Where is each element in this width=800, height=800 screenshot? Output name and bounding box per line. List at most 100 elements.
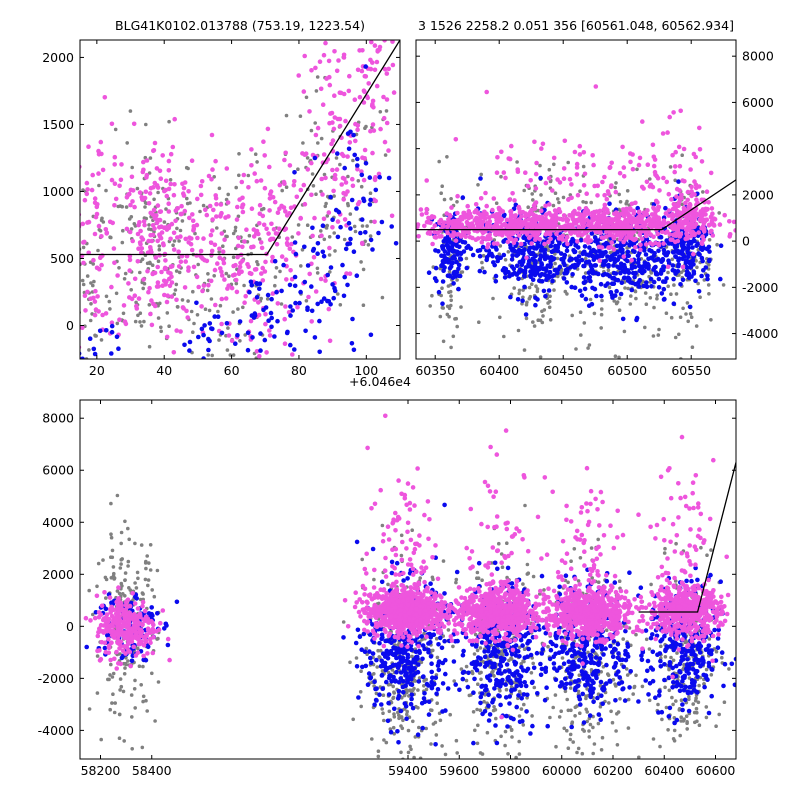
data-point-gray bbox=[503, 258, 508, 262]
data-point-gray bbox=[623, 286, 627, 290]
data-point-magenta bbox=[337, 123, 343, 129]
data-point-blue bbox=[252, 311, 258, 316]
data-point-magenta bbox=[155, 264, 160, 270]
data-point-blue bbox=[602, 271, 608, 277]
data-point-gray bbox=[141, 664, 145, 669]
data-point-blue bbox=[277, 376, 282, 381]
data-point-magenta bbox=[459, 216, 465, 222]
data-point-gray bbox=[137, 664, 142, 668]
data-point-blue bbox=[684, 264, 689, 270]
data-point-gray bbox=[217, 250, 221, 254]
data-point-gray bbox=[224, 234, 228, 239]
data-point-gray bbox=[429, 742, 433, 746]
data-point-magenta bbox=[482, 236, 488, 242]
data-point-blue bbox=[635, 253, 641, 258]
x-tick-label: 60400 bbox=[479, 363, 519, 378]
data-point-magenta bbox=[696, 230, 701, 235]
data-point-gray bbox=[87, 707, 92, 711]
data-point-gray bbox=[109, 501, 113, 506]
data-point-blue bbox=[436, 289, 442, 295]
data-point-blue bbox=[572, 249, 577, 255]
data-point-magenta bbox=[270, 291, 276, 296]
data-point-gray bbox=[113, 127, 118, 132]
data-point-gray bbox=[608, 250, 613, 255]
data-point-gray bbox=[140, 745, 145, 750]
data-point-magenta bbox=[411, 227, 416, 232]
data-point-magenta bbox=[75, 304, 80, 309]
data-point-magenta bbox=[109, 177, 115, 183]
data-point-magenta bbox=[371, 20, 376, 25]
y-tick-label: 0 bbox=[742, 234, 750, 249]
data-point-gray bbox=[707, 263, 711, 267]
data-point-gray bbox=[690, 345, 695, 350]
data-point-gray bbox=[242, 283, 246, 288]
data-point-gray bbox=[418, 576, 423, 580]
data-point-blue bbox=[292, 274, 298, 280]
data-point-gray bbox=[696, 281, 700, 286]
data-point-gray bbox=[406, 728, 411, 733]
data-point-magenta bbox=[208, 278, 214, 284]
data-point-blue bbox=[565, 266, 570, 272]
data-point-gray bbox=[578, 189, 582, 193]
data-point-magenta bbox=[580, 232, 585, 237]
data-point-magenta bbox=[584, 191, 589, 196]
data-point-magenta bbox=[340, 175, 346, 181]
data-point-blue bbox=[348, 129, 353, 135]
data-point-gray bbox=[626, 286, 630, 291]
data-point-gray bbox=[185, 196, 189, 201]
data-point-gray bbox=[174, 282, 179, 287]
data-point-gray bbox=[498, 315, 502, 320]
data-point-magenta bbox=[326, 58, 332, 64]
data-point-blue bbox=[690, 245, 695, 250]
data-point-gray bbox=[231, 310, 235, 314]
data-point-magenta bbox=[569, 182, 574, 187]
data-point-gray bbox=[503, 729, 508, 734]
data-point-gray bbox=[207, 308, 212, 313]
data-point-blue bbox=[606, 262, 611, 268]
data-point-magenta bbox=[502, 222, 508, 227]
data-point-magenta bbox=[602, 202, 608, 208]
data-point-blue bbox=[509, 257, 515, 262]
data-point-blue bbox=[317, 318, 322, 324]
data-point-gray bbox=[110, 701, 114, 705]
data-point-magenta bbox=[374, 59, 380, 65]
data-point-magenta bbox=[494, 219, 500, 225]
data-point-magenta bbox=[655, 231, 661, 237]
data-point-gray bbox=[73, 369, 77, 373]
data-point-magenta bbox=[561, 176, 567, 181]
data-point-blue bbox=[287, 282, 293, 288]
data-point-blue bbox=[691, 238, 696, 244]
data-point-gray bbox=[431, 722, 436, 726]
data-point-gray bbox=[175, 226, 179, 231]
data-point-blue bbox=[707, 257, 712, 263]
data-point-magenta bbox=[158, 235, 164, 241]
data-point-magenta bbox=[506, 235, 512, 240]
data-point-gray bbox=[563, 289, 568, 294]
data-point-magenta bbox=[166, 201, 171, 206]
data-point-gray bbox=[111, 574, 116, 578]
data-point-magenta bbox=[537, 236, 543, 242]
data-point-gray bbox=[530, 192, 534, 196]
data-point-magenta bbox=[172, 182, 177, 187]
data-point-gray bbox=[424, 726, 429, 731]
data-point-magenta bbox=[369, 40, 374, 45]
data-point-gray bbox=[480, 260, 484, 265]
data-point-gray bbox=[79, 360, 83, 364]
data-point-magenta bbox=[99, 262, 104, 268]
y-tick-label: 1000 bbox=[42, 184, 74, 199]
data-point-magenta bbox=[699, 197, 705, 203]
data-point-magenta bbox=[137, 220, 142, 225]
data-point-gray bbox=[219, 363, 223, 367]
data-point-gray bbox=[167, 119, 171, 124]
data-point-gray bbox=[454, 577, 459, 582]
data-point-magenta bbox=[633, 236, 638, 242]
data-point-gray bbox=[378, 648, 383, 653]
data-point-magenta bbox=[518, 241, 524, 247]
data-point-magenta bbox=[585, 222, 591, 228]
data-point-blue bbox=[582, 286, 588, 292]
data-point-magenta bbox=[531, 231, 536, 237]
data-point-magenta bbox=[206, 283, 211, 288]
data-point-gray bbox=[209, 297, 214, 301]
data-point-gray bbox=[212, 175, 216, 179]
data-point-magenta bbox=[617, 170, 623, 176]
